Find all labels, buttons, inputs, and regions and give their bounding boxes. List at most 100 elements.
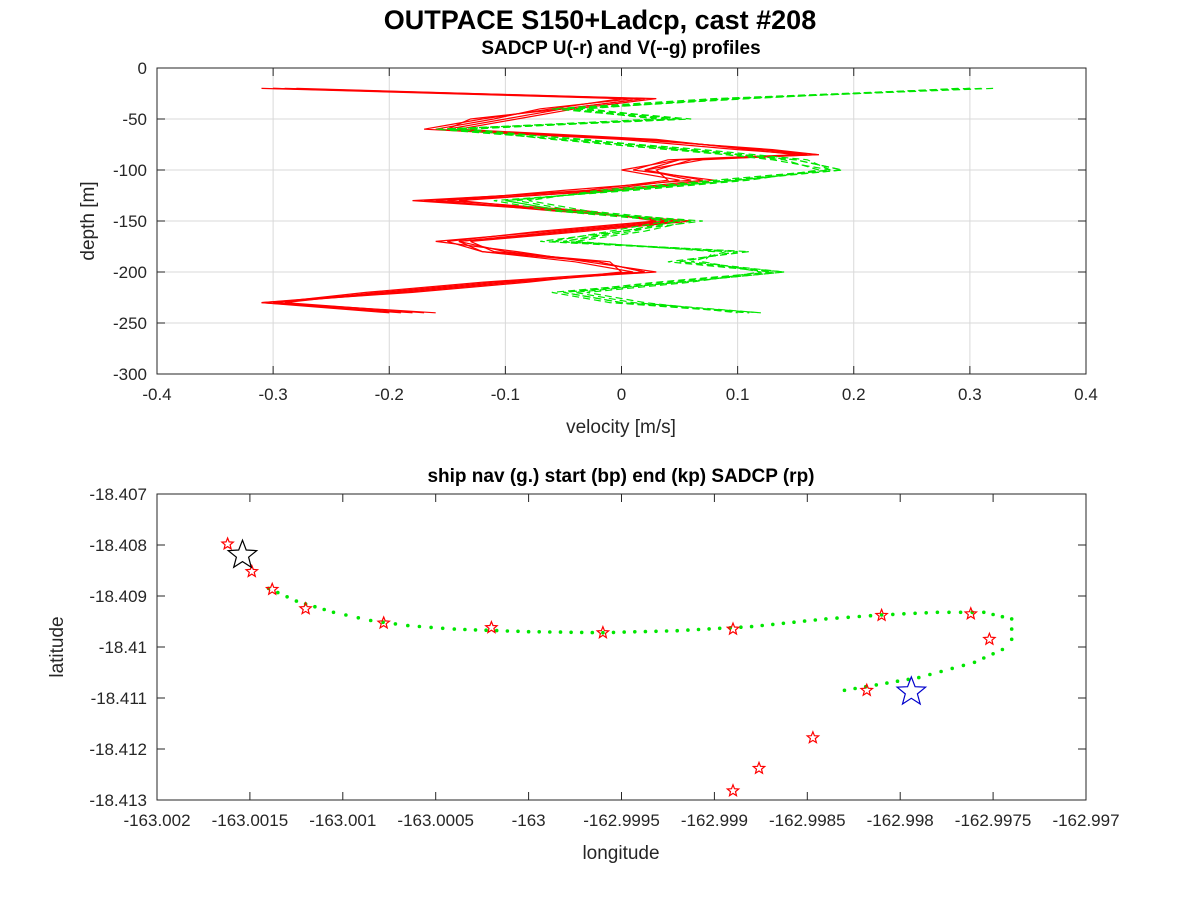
ship-nav-point (991, 612, 995, 617)
ship-nav-point (891, 612, 895, 617)
ship-nav-point (285, 595, 289, 599)
ship-nav-point (368, 618, 373, 623)
ship-nav-point (356, 616, 361, 620)
ship-nav-point (537, 630, 541, 634)
x-tick-label: -162.999 (681, 811, 748, 830)
sadcp-point-marker (264, 581, 280, 596)
y-tick-label: -18.408 (89, 536, 147, 555)
y-tick-label: -18.411 (91, 689, 147, 708)
x-tick-label: 0.4 (1074, 385, 1098, 404)
ship-nav-point (874, 683, 879, 687)
ship-nav-chart: ship nav (g.) start (bp) end (kp) SADCP … (47, 466, 1120, 864)
y-tick-label: -100 (113, 161, 147, 180)
ship-nav-point (686, 628, 690, 632)
ship-nav-point (982, 610, 986, 615)
ship-nav-point (972, 660, 977, 665)
ship-nav-point (654, 629, 658, 634)
ship-nav-point (913, 611, 917, 616)
ship-nav-point (579, 630, 584, 635)
velocity-chart-ticks: -0.4 -0.3 -0.2 -0.1 0 0.1 0.2 0.3 0.4 0 -50 -100 -15… (113, 59, 1098, 404)
sadcp-point-marker (376, 615, 391, 630)
ship-nav-point (393, 622, 398, 626)
ship-nav-point (868, 613, 873, 618)
ship-nav-point (717, 626, 722, 631)
x-tick-label: -163.0015 (212, 811, 289, 830)
ship-nav-point (664, 629, 669, 633)
ship-nav-point (1000, 647, 1005, 652)
ship-nav-point (622, 630, 626, 634)
ship-nav-point (947, 610, 951, 615)
ship-nav-point (885, 681, 889, 685)
ship-nav-point (879, 613, 884, 617)
nav-chart-ylabel: latitude (47, 616, 68, 677)
x-tick-label: 0.1 (726, 385, 750, 404)
sadcp-point-marker (484, 619, 499, 634)
x-tick-label: -163 (512, 811, 546, 830)
ship-nav-point (643, 629, 648, 634)
ship-nav-point (569, 630, 573, 635)
ship-nav-point (958, 610, 963, 615)
ship-nav-point (917, 675, 921, 680)
ship-nav-point (1009, 637, 1014, 642)
v-velocity-profile-line (447, 87, 970, 314)
x-tick-label: 0.2 (842, 385, 866, 404)
ship-nav-point (313, 604, 317, 609)
y-tick-label: -300 (113, 365, 147, 384)
ship-nav-point (590, 630, 595, 635)
y-tick-label: -18.412 (89, 740, 147, 759)
sadcp-point-marker (725, 783, 741, 798)
ship-nav-point (950, 666, 954, 671)
x-tick-label: 0.3 (958, 385, 982, 404)
ship-nav-point (895, 679, 900, 683)
v-velocity-profile-line (447, 87, 982, 314)
ship-nav-point (781, 621, 786, 626)
u-velocity-profile-line (273, 87, 808, 314)
x-tick-label: -0.1 (491, 385, 520, 404)
ship-nav-point (484, 628, 488, 632)
ship-nav-point (982, 656, 986, 660)
x-tick-label: -163.002 (123, 811, 190, 830)
ship-nav-point (696, 627, 701, 632)
ship-nav-point (505, 629, 510, 633)
x-tick-label: -0.2 (375, 385, 404, 404)
sadcp-point-marker (805, 730, 821, 744)
ship-nav-point (611, 630, 616, 635)
ship-nav-point (473, 628, 478, 632)
ship-nav-point (813, 618, 818, 622)
ship-nav-point (1009, 627, 1014, 631)
sadcp-point-marker (982, 631, 997, 646)
sadcp-point-marker (874, 607, 889, 622)
sadcp-point-marker (725, 621, 741, 636)
ship-nav-point (846, 615, 850, 620)
x-tick-label: -162.9985 (769, 811, 846, 830)
ship-nav-point (824, 617, 828, 621)
ship-nav-point (771, 622, 775, 627)
sadcp-point-marker (595, 625, 611, 639)
nav-chart-xlabel: longitude (582, 843, 659, 864)
x-tick-label: -163.001 (309, 811, 376, 830)
ship-nav-point (928, 672, 932, 677)
y-tick-label: -250 (113, 314, 147, 333)
ship-nav-point (675, 628, 679, 633)
y-tick-label: -18.41 (99, 638, 147, 657)
ship-nav-point (406, 623, 410, 628)
x-tick-label: -162.997 (1052, 811, 1119, 830)
start-position-marker (895, 675, 928, 706)
ship-nav-point (494, 628, 499, 633)
ship-nav-point (906, 677, 910, 682)
nav-chart-title: ship nav (g.) start (bp) end (kp) SADCP … (427, 466, 814, 487)
ship-nav-point (429, 625, 433, 630)
ship-nav-point (452, 627, 457, 631)
ship-nav-point (792, 620, 796, 624)
x-tick-label: -162.9975 (955, 811, 1032, 830)
ship-nav-point (344, 613, 348, 617)
x-tick-label: -0.3 (258, 385, 287, 404)
ship-nav-point (961, 663, 966, 668)
ship-nav-point (417, 624, 422, 629)
ship-nav-point (707, 627, 711, 631)
ship-nav-point (322, 607, 327, 612)
x-tick-label: -162.998 (867, 811, 934, 830)
ship-nav-point (739, 625, 743, 629)
velocity-chart-plot-area (261, 87, 994, 314)
